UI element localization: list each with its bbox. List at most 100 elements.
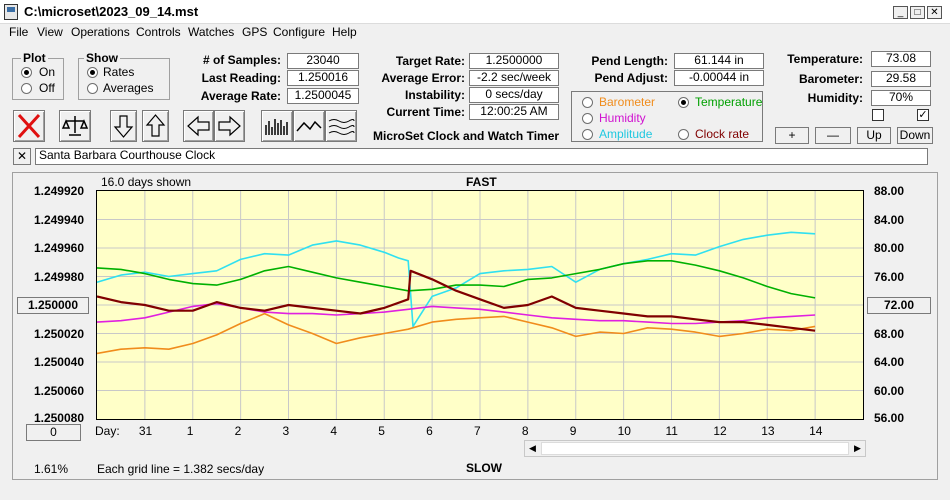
pend-length-value[interactable]: 61.144 in	[674, 53, 764, 69]
app-icon[interactable]	[4, 4, 18, 20]
average-error-label: Average Error:	[381, 71, 465, 85]
left-bottom-button[interactable]: 0	[26, 424, 81, 441]
plot-area[interactable]	[96, 190, 864, 420]
barometer-label: Barometer:	[798, 72, 863, 86]
right-tick: 68.00	[874, 327, 905, 341]
arrow-right-button[interactable]	[214, 110, 245, 142]
plot-on-radio[interactable]	[21, 67, 32, 78]
clock-rate-series-label[interactable]: Clock rate	[695, 127, 750, 141]
humidity-series-label[interactable]: Humidity	[599, 111, 646, 125]
target-rate-value[interactable]: 1.2500000	[469, 53, 559, 69]
right-tick: 76.00	[874, 270, 905, 284]
barometer-series-label[interactable]: Barometer	[599, 95, 656, 109]
series-select-box: Barometer Temperature Humidity Amplitude…	[571, 91, 763, 142]
amplitude-radio[interactable]	[582, 129, 593, 140]
time-scrollbar[interactable]: ◀ ▶	[524, 440, 866, 457]
series-line-barometer	[96, 312, 816, 355]
maximize-button[interactable]: □	[910, 6, 925, 19]
arrow-up-button[interactable]	[142, 110, 169, 142]
slow-label: SLOW	[466, 461, 502, 475]
temperature-label: Temperature:	[787, 52, 863, 66]
series-line-temperature	[96, 260, 816, 299]
show-averages-radio[interactable]	[87, 83, 98, 94]
humidity-radio[interactable]	[582, 113, 593, 124]
samples-label: # of Samples:	[202, 53, 281, 67]
line-graph-button[interactable]	[293, 110, 325, 142]
temperature-value: 73.08	[871, 51, 931, 67]
x-tick-label: 7	[474, 424, 481, 438]
x-tick-label: 2	[234, 424, 242, 438]
arrow-down-button[interactable]	[110, 110, 137, 142]
scale-up-button[interactable]: Up	[857, 127, 891, 144]
show-rates-radio[interactable]	[87, 67, 98, 78]
left-tick: 1.250060	[33, 384, 84, 398]
stop-x-icon	[17, 113, 41, 139]
wave-icon	[328, 119, 355, 135]
show-group: Show Rates Averages	[78, 51, 170, 100]
show-rates-label: Rates	[103, 65, 135, 79]
right-tick: 80.00	[874, 241, 905, 255]
minimize-button[interactable]: _	[893, 6, 908, 19]
window-title: C:\microset\2023_09_14.mst	[24, 4, 199, 19]
x-tick-label: 1	[186, 424, 194, 438]
scroll-left-arrow[interactable]: ◀	[529, 443, 536, 453]
plot-off-label: Off	[39, 81, 55, 95]
amplitude-series-label[interactable]: Amplitude	[599, 127, 653, 141]
menu-controls[interactable]: Controls	[136, 25, 181, 39]
x-tick-label: 14	[809, 424, 823, 438]
clear-clock-button[interactable]: ✕	[13, 148, 31, 165]
menu-gps[interactable]: GPS	[242, 25, 268, 39]
clock-name-input[interactable]: Santa Barbara Courthouse Clock	[35, 148, 928, 165]
histogram-button[interactable]	[261, 110, 293, 142]
show-checkbox-left[interactable]	[872, 109, 884, 121]
menu-file[interactable]: File	[9, 25, 29, 39]
x-tick-label: 11	[665, 424, 678, 438]
right-tick: 84.00	[874, 213, 905, 227]
series-line-amplitude	[96, 231, 816, 328]
fast-label: FAST	[466, 175, 497, 189]
plot-group: Plot On Off	[12, 51, 64, 100]
instability-value: 0 secs/day	[469, 87, 559, 103]
humidity-label: Humidity:	[807, 91, 863, 105]
menu-help[interactable]: Help	[332, 25, 357, 39]
pend-adjust-value: -0.00044 in	[674, 70, 764, 86]
show-checkbox-right[interactable]: ✓	[917, 109, 929, 121]
wave-button[interactable]	[325, 110, 357, 142]
menu-configure[interactable]: Configure	[273, 25, 326, 39]
scale-plus-button[interactable]: +	[775, 127, 809, 144]
scale-down-button[interactable]: Down	[897, 127, 933, 144]
x-tick-label: 6	[426, 424, 433, 438]
temperature-radio[interactable]	[678, 97, 689, 108]
menu-view[interactable]: View	[37, 25, 63, 39]
app-caption: MicroSet Clock and Watch Timer	[373, 129, 560, 143]
plot-off-radio[interactable]	[21, 83, 32, 94]
right-center-button[interactable]: 72.00	[867, 297, 931, 314]
scroll-right-arrow[interactable]: ▶	[854, 443, 861, 453]
x-tick-label: 4	[330, 424, 338, 438]
x-tick-label: 13	[761, 424, 775, 438]
humidity-value: 70%	[871, 90, 931, 106]
scale-minus-button[interactable]: —	[815, 127, 851, 144]
samples-value: 23040	[287, 53, 359, 69]
target-rate-label: Target Rate:	[395, 54, 465, 68]
left-center-button[interactable]: 1.250000	[17, 297, 89, 314]
clock-rate-radio[interactable]	[678, 129, 689, 140]
balance-button[interactable]	[59, 110, 91, 142]
close-window-button[interactable]: ✕	[927, 6, 942, 19]
average-rate-value: 1.2500045	[287, 88, 359, 104]
barometer-radio[interactable]	[582, 97, 593, 108]
pend-length-label: Pend Length:	[591, 54, 668, 68]
average-rate-label: Average Rate:	[200, 89, 281, 103]
x-tick-label: 10	[617, 424, 631, 438]
scroll-thumb[interactable]	[541, 442, 849, 455]
left-tick: 1.249940	[33, 213, 84, 227]
arrow-left-button[interactable]	[183, 110, 214, 142]
temperature-series-label[interactable]: Temperature	[695, 95, 763, 109]
stop-button[interactable]	[13, 110, 45, 142]
menu-watches[interactable]: Watches	[188, 25, 235, 39]
current-time-value: 12:00:25 AM	[469, 104, 559, 120]
x-tick-label: 9	[569, 424, 577, 438]
menu-operations[interactable]: Operations	[71, 25, 130, 39]
show-group-title: Show	[84, 51, 120, 65]
pend-adjust-label: Pend Adjust:	[594, 71, 668, 85]
